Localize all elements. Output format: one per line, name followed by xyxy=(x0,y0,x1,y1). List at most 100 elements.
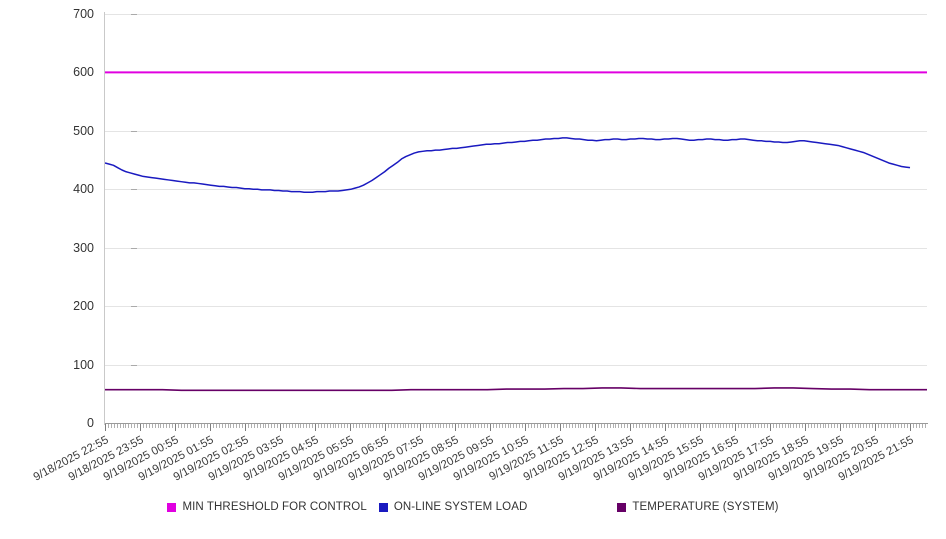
x-minor-tick xyxy=(551,424,553,428)
x-minor-tick xyxy=(764,424,766,428)
x-minor-tick xyxy=(918,424,920,428)
x-minor-tick xyxy=(670,424,672,428)
x-minor-tick xyxy=(259,424,261,428)
x-minor-tick xyxy=(586,424,588,428)
x-minor-tick xyxy=(262,424,264,428)
x-minor-tick xyxy=(568,424,570,428)
x-minor-tick xyxy=(393,424,395,428)
x-minor-tick xyxy=(606,424,608,428)
x-minor-tick xyxy=(898,424,900,428)
x-minor-tick xyxy=(679,424,681,428)
x-minor-tick xyxy=(877,424,879,428)
x-minor-tick xyxy=(151,424,153,428)
x-minor-tick xyxy=(239,424,241,428)
x-minor-tick xyxy=(571,424,573,428)
x-minor-tick xyxy=(729,424,731,428)
x-minor-tick xyxy=(274,424,276,428)
x-minor-tick xyxy=(807,424,809,428)
x-minor-tick xyxy=(434,424,436,428)
x-minor-tick xyxy=(816,424,818,428)
x-minor-tick xyxy=(904,424,906,428)
x-minor-tick xyxy=(618,424,620,428)
x-minor-tick xyxy=(116,424,118,428)
x-minor-tick xyxy=(119,424,121,428)
x-minor-tick xyxy=(163,424,165,428)
x-minor-tick xyxy=(347,424,349,428)
x-minor-tick xyxy=(408,424,410,428)
x-minor-tick xyxy=(285,424,287,428)
y-tick-label-700: 700 xyxy=(73,7,94,21)
x-minor-tick xyxy=(653,424,655,428)
x-minor-tick xyxy=(519,424,521,428)
x-minor-tick xyxy=(857,424,859,428)
x-minor-tick xyxy=(107,424,109,428)
x-minor-tick xyxy=(784,424,786,428)
x-minor-tick xyxy=(901,424,903,428)
x-minor-tick xyxy=(583,424,585,428)
x-minor-tick xyxy=(230,424,232,428)
x-minor-tick xyxy=(767,424,769,428)
x-minor-tick xyxy=(125,424,127,428)
x-minor-tick xyxy=(294,424,296,428)
x-minor-tick xyxy=(723,424,725,428)
x-minor-tick xyxy=(793,424,795,428)
x-minor-tick xyxy=(504,424,506,428)
x-minor-tick xyxy=(469,424,471,428)
x-minor-tick xyxy=(417,424,419,428)
x-minor-tick xyxy=(390,424,392,428)
x-major-tick xyxy=(210,424,211,431)
x-major-tick xyxy=(665,424,666,431)
x-minor-tick xyxy=(297,424,299,428)
x-minor-tick xyxy=(317,424,319,428)
x-minor-tick xyxy=(510,424,512,428)
x-major-tick xyxy=(420,424,421,431)
x-minor-tick xyxy=(192,424,194,428)
x-minor-tick xyxy=(154,424,156,428)
legend-swatch-temperature xyxy=(617,502,627,512)
x-minor-tick xyxy=(842,424,844,428)
x-minor-tick xyxy=(635,424,637,428)
x-major-tick xyxy=(245,424,246,431)
x-minor-tick xyxy=(449,424,451,428)
x-minor-tick xyxy=(288,424,290,428)
x-minor-tick xyxy=(694,424,696,428)
x-minor-tick xyxy=(589,424,591,428)
x-major-tick xyxy=(595,424,596,431)
x-minor-tick xyxy=(484,424,486,428)
x-minor-tick xyxy=(344,424,346,428)
x-major-tick xyxy=(105,424,106,431)
y-tick-mark-500 xyxy=(131,130,137,132)
legend-item-online-system-load[interactable]: ON-LINE SYSTEM LOAD xyxy=(378,501,528,513)
x-minor-tick xyxy=(282,424,284,428)
y-tick-label-300: 300 xyxy=(73,240,94,255)
x-minor-tick xyxy=(819,424,821,428)
x-minor-tick xyxy=(667,424,669,428)
x-major-tick xyxy=(805,424,806,431)
legend-item-min-threshold[interactable]: MIN THRESHOLD FOR CONTROL xyxy=(167,501,367,513)
x-minor-tick xyxy=(387,424,389,428)
x-minor-tick xyxy=(659,424,661,428)
x-minor-tick xyxy=(895,424,897,428)
x-minor-tick xyxy=(685,424,687,428)
x-minor-tick xyxy=(781,424,783,428)
x-minor-tick xyxy=(425,424,427,428)
legend-item-temperature[interactable]: TEMPERATURE (SYSTEM) xyxy=(617,501,778,513)
x-minor-tick xyxy=(697,424,699,428)
x-minor-tick xyxy=(142,424,144,428)
x-minor-tick xyxy=(306,424,308,428)
x-minor-tick xyxy=(478,424,480,428)
x-minor-tick xyxy=(460,424,462,428)
x-major-tick xyxy=(840,424,841,431)
y-tick-mark-200 xyxy=(131,306,137,308)
x-minor-tick xyxy=(662,424,664,428)
x-minor-tick xyxy=(145,424,147,428)
x-minor-tick xyxy=(463,424,465,428)
gridline-500 xyxy=(105,130,927,132)
x-minor-tick xyxy=(157,424,159,428)
gridline-100 xyxy=(105,364,927,366)
y-axis-line xyxy=(104,12,105,425)
x-minor-tick xyxy=(539,424,541,428)
x-minor-tick xyxy=(627,424,629,428)
x-major-tick xyxy=(910,424,911,431)
x-minor-tick xyxy=(577,424,579,428)
